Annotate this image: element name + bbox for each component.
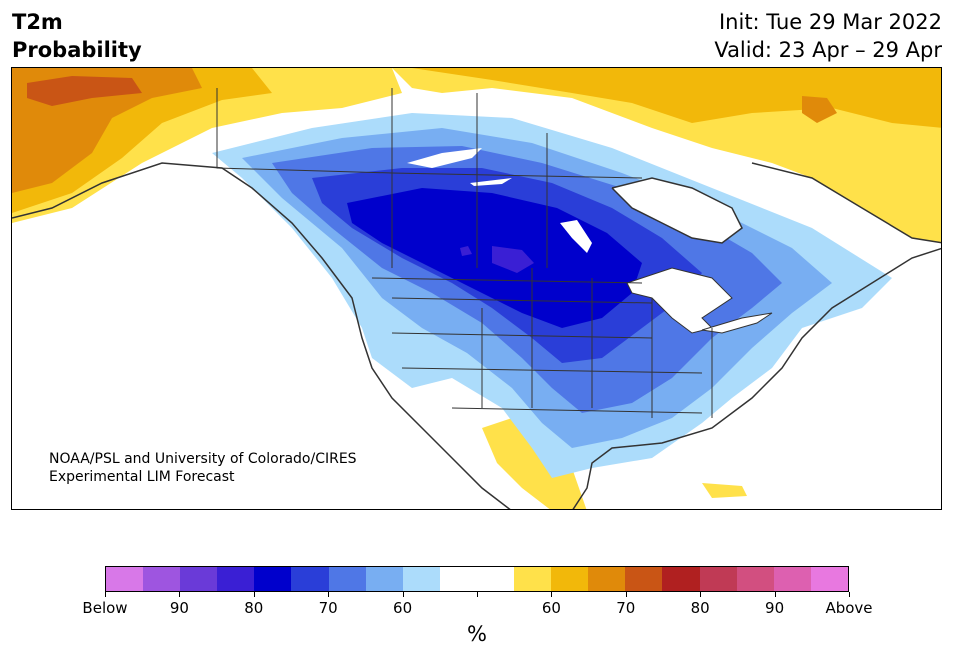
colorbar-swatch [143,567,181,591]
colorbar-tick-label: 90 [169,599,189,617]
hudson-bay [612,178,742,243]
colorbar-tick-mark [849,592,850,597]
colorbar-tick-label: 70 [616,599,636,617]
colorbar-swatch [365,567,403,591]
credit-line-1: NOAA/PSL and University of Colorado/CIRE… [49,451,357,467]
map-title: T2m Probability [12,8,142,64]
coastlines [12,162,941,509]
colorbar-swatch [662,567,700,591]
colorbar-tick-label: 90 [765,599,785,617]
forecast-dates: Init: Tue 29 Mar 2022 Valid: 23 Apr – 29… [714,8,942,64]
probability-colorbar [105,566,849,592]
colorbar-tick-mark [402,592,404,597]
colorbar-tick-mark [328,592,330,597]
above-region-caribbean [702,483,747,498]
credit-line-2: Experimental LIM Forecast [49,469,235,485]
colorbar-tick-label: 60 [541,599,561,617]
colorbar-swatch [106,567,144,591]
colorbar-swatch [254,567,292,591]
colorbar-swatch [291,567,329,591]
colorbar-tick-label: 70 [318,599,338,617]
colorbar-tick-label: 60 [393,599,413,617]
colorbar-swatch [476,567,515,591]
above-region-arctic-60 [412,68,941,128]
title-line-variable: T2m [12,10,63,34]
colorbar-swatch [773,567,811,591]
colorbar-tick-mark [253,592,255,597]
lake-erie-ontario [701,312,773,334]
colorbar-unit-label: % [467,622,487,646]
colorbar-tick-mark [477,592,478,597]
colorbar-swatch [810,567,848,591]
valid-range: Valid: 23 Apr – 29 Apr [714,38,942,62]
colorbar-tick-mark [105,592,106,597]
great-bear-lake [407,148,482,168]
colorbar-tick-mark [700,592,702,597]
above-region-arctic-65 [802,96,837,123]
map-panel [11,67,942,510]
init-date: Init: Tue 29 Mar 2022 [718,10,942,34]
colorbar-swatch [180,567,218,591]
above-region-alaska-70 [27,76,142,106]
colorbar-swatch [439,567,477,591]
colorbar-swatch [736,567,774,591]
colorbar-swatch [625,567,663,591]
colorbar-swatch [217,567,255,591]
below-region-85-small [460,246,472,256]
colorbar-swatch [588,567,626,591]
above-region-mexico [482,418,587,509]
colorbar-tick-mark [774,592,776,597]
colorbar-tick-label: 80 [690,599,710,617]
colorbar-swatch [402,567,440,591]
colorbar-tick-label: 80 [244,599,264,617]
colorbar-tick-mark [625,592,627,597]
great-slave-lake [470,178,512,186]
title-line-type: Probability [12,38,142,62]
political-borders [216,88,713,418]
probability-map [12,68,941,509]
colorbar-swatch [699,567,737,591]
colorbar-swatch [328,567,366,591]
colorbar-tick-label: Above [825,599,873,617]
colorbar-tick-mark [179,592,181,597]
colorbar-tick-mark [551,592,553,597]
colorbar-swatch [551,567,589,591]
lake-winnipeg [560,220,592,253]
colorbar-tick-label: Below [82,599,128,617]
below-region-85 [492,246,534,273]
colorbar-swatch [514,567,552,591]
credit-text: NOAA/PSL and University of Colorado/CIRE… [49,450,357,486]
